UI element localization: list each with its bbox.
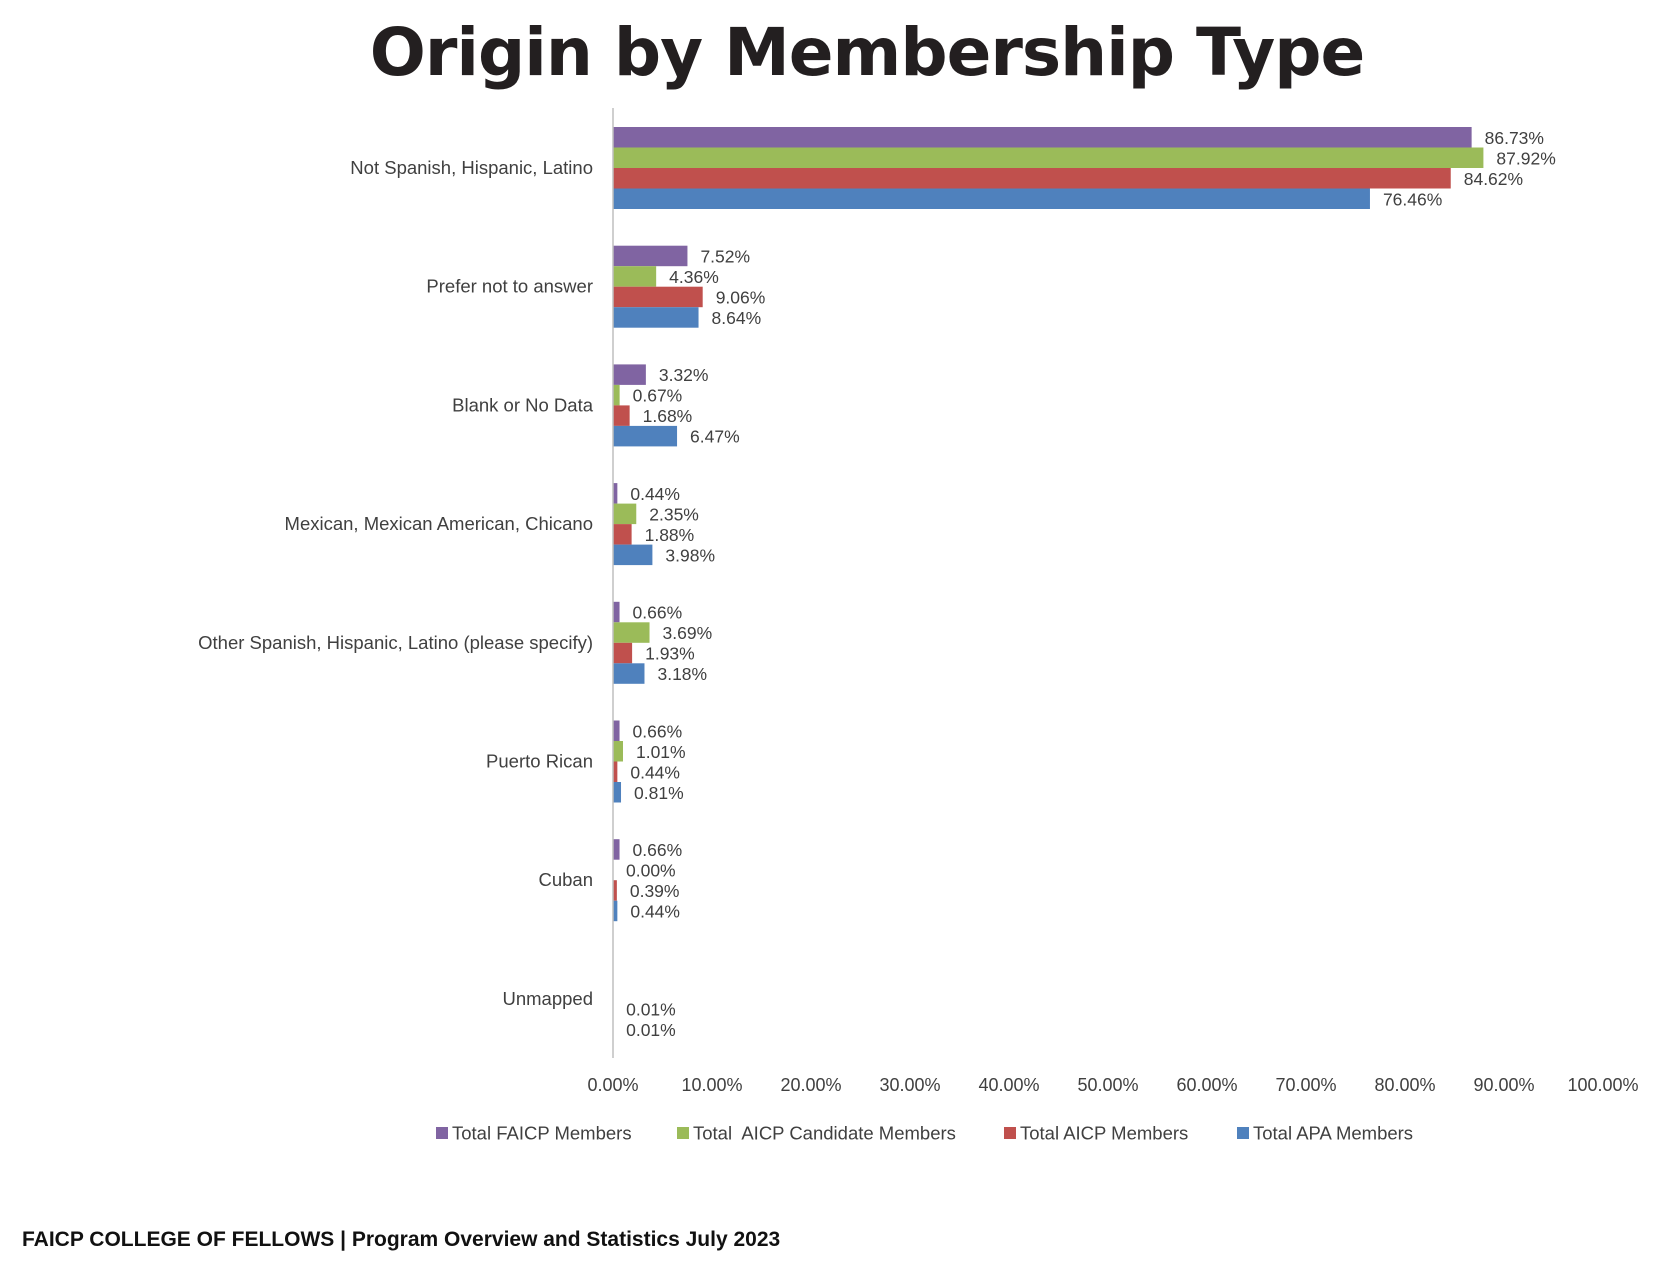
- bar-blank-or-no-data-series-4: [613, 425, 678, 447]
- data-label: 0.39%: [630, 881, 680, 901]
- data-label: 0.01%: [626, 1020, 676, 1040]
- data-label: 0.00%: [626, 860, 676, 880]
- labels-layer: Not Spanish, Hispanic, Latino 86.73%87.92…: [198, 128, 1556, 1040]
- data-label: 4.36%: [669, 267, 719, 287]
- data-label: 0.44%: [630, 484, 680, 504]
- bar-blank-or-no-data-series-2: [613, 384, 620, 406]
- data-label: 0.66%: [633, 721, 683, 741]
- data-label: 87.92%: [1496, 148, 1555, 168]
- footer-text: FAICP COLLEGE OF FELLOWS | Program Overv…: [22, 1228, 781, 1251]
- category-label-cuban: Cuban: [538, 869, 593, 890]
- data-label: 0.81%: [634, 783, 684, 803]
- data-label: 86.73%: [1485, 128, 1544, 148]
- category-label-blank-or-no-data: Blank or No Data: [452, 394, 594, 415]
- legend-label: Total AICP Members: [1020, 1123, 1188, 1144]
- x-tick-label: 90.00%: [1473, 1075, 1534, 1095]
- x-tick-label: 60.00%: [1176, 1075, 1237, 1095]
- x-tick-label: 30.00%: [879, 1075, 940, 1095]
- x-tick-label: 20.00%: [780, 1075, 841, 1095]
- data-label: 0.67%: [633, 386, 683, 406]
- data-label: 8.64%: [712, 308, 762, 328]
- data-label: 3.18%: [657, 664, 707, 684]
- axis-layer: 0.00% 10.00% 20.00% 30.00% 40.00% 50.00% 60.00…: [587, 108, 1639, 1095]
- bar-not-spanish-hispanic-latino-series-4: [613, 188, 1370, 209]
- x-tick-label: 100.00%: [1567, 1075, 1638, 1095]
- x-tick-label: 50.00%: [1077, 1075, 1138, 1095]
- data-label: 76.46%: [1383, 189, 1442, 209]
- legend-swatch: [1004, 1127, 1016, 1139]
- data-label: 0.66%: [633, 840, 683, 860]
- bar-mexican-mexican-american-chicano-series-2: [613, 503, 637, 525]
- data-label: 1.88%: [645, 525, 695, 545]
- bar-prefer-not-to-answer-series-3: [613, 286, 703, 308]
- x-tick-label: 40.00%: [978, 1075, 1039, 1095]
- bar-puerto-rican-series-4: [613, 782, 622, 803]
- bar-cuban-series-4: [613, 900, 618, 922]
- data-label: 3.98%: [665, 545, 715, 565]
- bar-puerto-rican-series-3: [613, 761, 618, 782]
- data-label: 3.32%: [659, 365, 709, 385]
- data-label: 0.01%: [626, 1000, 676, 1020]
- category-label-prefer-not-to-answer: Prefer not to answer: [426, 276, 593, 297]
- bar-cuban-series-3: [613, 880, 617, 901]
- legend-swatch: [1237, 1127, 1249, 1139]
- category-label-unmapped: Unmapped: [502, 988, 593, 1009]
- data-label: 0.44%: [630, 901, 680, 921]
- bar-cuban-series-1: [613, 839, 620, 860]
- category-label-not-spanish-hispanic-latino: Not Spanish, Hispanic, Latino: [350, 157, 593, 178]
- bar-not-spanish-hispanic-latino-series-1: [613, 127, 1472, 148]
- legend-label: Total AICP Candidate Members: [693, 1123, 956, 1144]
- legend-swatch: [436, 1127, 448, 1139]
- category-label-other-spanish-hispanic-latino-please-specify: Other Spanish, Hispanic, Latino (please …: [198, 632, 593, 653]
- data-label: 1.68%: [643, 406, 693, 426]
- data-label: 7.52%: [700, 246, 750, 266]
- data-label: 6.47%: [690, 427, 740, 447]
- data-label: 0.66%: [633, 603, 683, 623]
- bar-prefer-not-to-answer-series-1: [613, 245, 688, 267]
- bar-mexican-mexican-american-chicano-series-1: [613, 483, 618, 504]
- bar-prefer-not-to-answer-series-4: [613, 307, 699, 328]
- bar-puerto-rican-series-1: [613, 720, 620, 741]
- data-label: 2.35%: [649, 504, 699, 524]
- bar-other-spanish-hispanic-latino-please-specify-series-1: [613, 601, 620, 623]
- bar-not-spanish-hispanic-latino-series-2: [613, 147, 1484, 168]
- bar-other-spanish-hispanic-latino-please-specify-series-2: [613, 622, 650, 643]
- category-label-mexican-mexican-american-chicano: Mexican, Mexican American, Chicano: [285, 513, 593, 534]
- bar-blank-or-no-data-series-3: [613, 405, 630, 426]
- data-label: 3.69%: [663, 623, 713, 643]
- bar-puerto-rican-series-2: [613, 741, 623, 762]
- bar-prefer-not-to-answer-series-2: [613, 266, 657, 287]
- data-label: 9.06%: [716, 287, 766, 307]
- x-tick-label: 70.00%: [1275, 1075, 1336, 1095]
- bars-layer: [613, 127, 1484, 1040]
- category-label-puerto-rican: Puerto Rican: [486, 751, 593, 772]
- legend: Total FAICP Members Total AICP Candidate …: [436, 1123, 1413, 1144]
- bar-blank-or-no-data-series-1: [613, 364, 646, 385]
- bar-other-spanish-hispanic-latino-please-specify-series-4: [613, 663, 645, 684]
- bar-mexican-mexican-american-chicano-series-3: [613, 524, 632, 545]
- bar-mexican-mexican-american-chicano-series-4: [613, 544, 653, 566]
- x-tick-label: 10.00%: [681, 1075, 742, 1095]
- bar-not-spanish-hispanic-latino-series-3: [613, 168, 1451, 189]
- data-label: 0.44%: [630, 762, 680, 782]
- chart-title: Origin by Membership Type: [369, 14, 1365, 91]
- bar-other-spanish-hispanic-latino-please-specify-series-3: [613, 642, 633, 664]
- legend-label: Total FAICP Members: [452, 1123, 632, 1144]
- data-label: 1.01%: [636, 742, 686, 762]
- legend-swatch: [677, 1127, 689, 1139]
- x-tick-label: 80.00%: [1374, 1075, 1435, 1095]
- data-label: 84.62%: [1464, 169, 1523, 189]
- x-tick-label: 0.00%: [587, 1075, 638, 1095]
- data-label: 1.93%: [645, 644, 695, 664]
- legend-label: Total APA Members: [1253, 1123, 1413, 1144]
